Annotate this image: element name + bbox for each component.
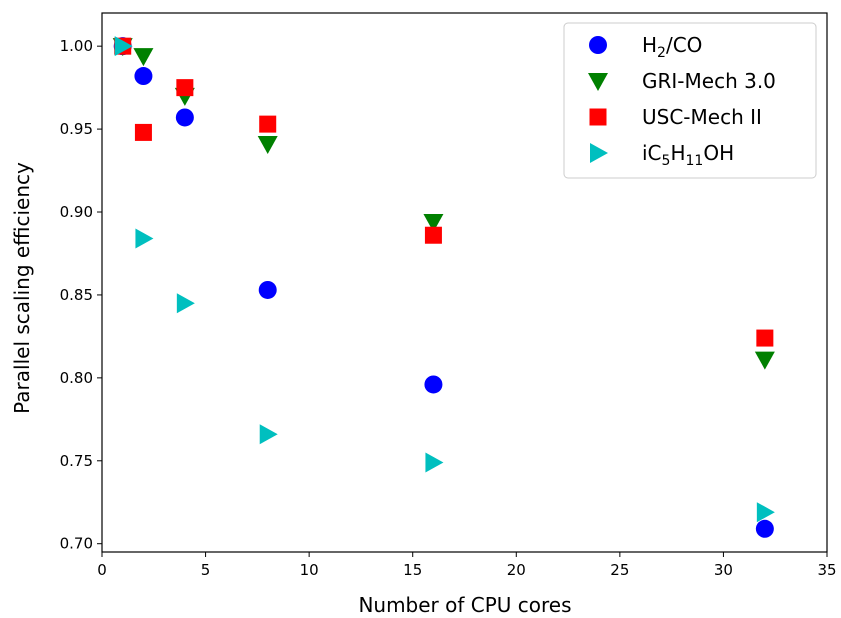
x-tick-label: 10	[300, 561, 319, 579]
legend-marker	[590, 143, 608, 163]
plot-area	[101, 12, 828, 553]
data-point	[424, 226, 442, 244]
data-point	[755, 519, 774, 538]
series-3-points	[114, 36, 775, 523]
data-point	[425, 452, 444, 473]
data-point	[114, 36, 133, 57]
x-tick-label: 5	[201, 561, 211, 579]
legend-entry: iC5H11OH	[590, 141, 734, 169]
legend-entry: USC-Mech II	[589, 105, 762, 129]
data-point	[134, 67, 153, 86]
x-tick-label: 25	[610, 561, 629, 579]
x-axis-label: Number of CPU cores	[358, 593, 571, 617]
x-tick-label: 30	[714, 561, 733, 579]
legend-box	[563, 22, 817, 179]
series-0-points	[113, 37, 774, 538]
y-axis-label: Parallel scaling efficiency	[10, 162, 34, 414]
legend-entry: H2/CO	[589, 33, 702, 61]
y-tick-label: 0.95	[60, 120, 93, 138]
y-tick-label: 0.75	[60, 452, 93, 470]
data-point	[135, 228, 154, 249]
x-tick-label: 15	[403, 561, 422, 579]
data-point	[176, 79, 194, 97]
plot-frame	[101, 12, 828, 553]
data-point	[176, 293, 195, 314]
data-point	[756, 502, 775, 523]
data-point	[259, 424, 278, 445]
legend: H2/CO GRI-Mech 3.0 USC-Mech II iC5H11OH	[563, 22, 817, 179]
legend-entry: GRI-Mech 3.0	[588, 69, 776, 93]
x-tick-label: 35	[817, 561, 836, 579]
data-point	[258, 280, 277, 299]
data-point	[133, 48, 154, 67]
data-point	[134, 123, 152, 141]
data-point	[756, 329, 774, 347]
x-tick-label: 20	[507, 561, 526, 579]
data-point	[424, 375, 443, 394]
y-tick-label: 0.85	[60, 286, 93, 304]
data-point	[257, 136, 278, 155]
data-point	[175, 108, 194, 127]
data-point	[423, 213, 444, 232]
data-point	[259, 115, 277, 133]
x-tick-label: 0	[97, 561, 107, 579]
y-tick-label: 1.00	[60, 37, 93, 55]
legend-label: iC5H11OH	[642, 141, 734, 169]
x-axis: 0 5 10 15 20 25 30 35	[97, 552, 837, 579]
legend-marker	[588, 73, 608, 91]
legend-marker	[589, 36, 607, 54]
data-markers	[112, 36, 775, 538]
y-axis: 0.70 0.75 0.80 0.85 0.90 0.95 1.00	[60, 37, 102, 553]
legend-label: GRI-Mech 3.0	[642, 69, 776, 93]
y-tick-label: 0.80	[60, 369, 93, 387]
y-tick-label: 0.90	[60, 203, 93, 221]
legend-label: USC-Mech II	[642, 105, 762, 129]
y-tick-label: 0.70	[60, 535, 93, 553]
legend-marker	[589, 108, 607, 126]
data-point	[754, 351, 775, 370]
legend-label: H2/CO	[642, 33, 702, 61]
